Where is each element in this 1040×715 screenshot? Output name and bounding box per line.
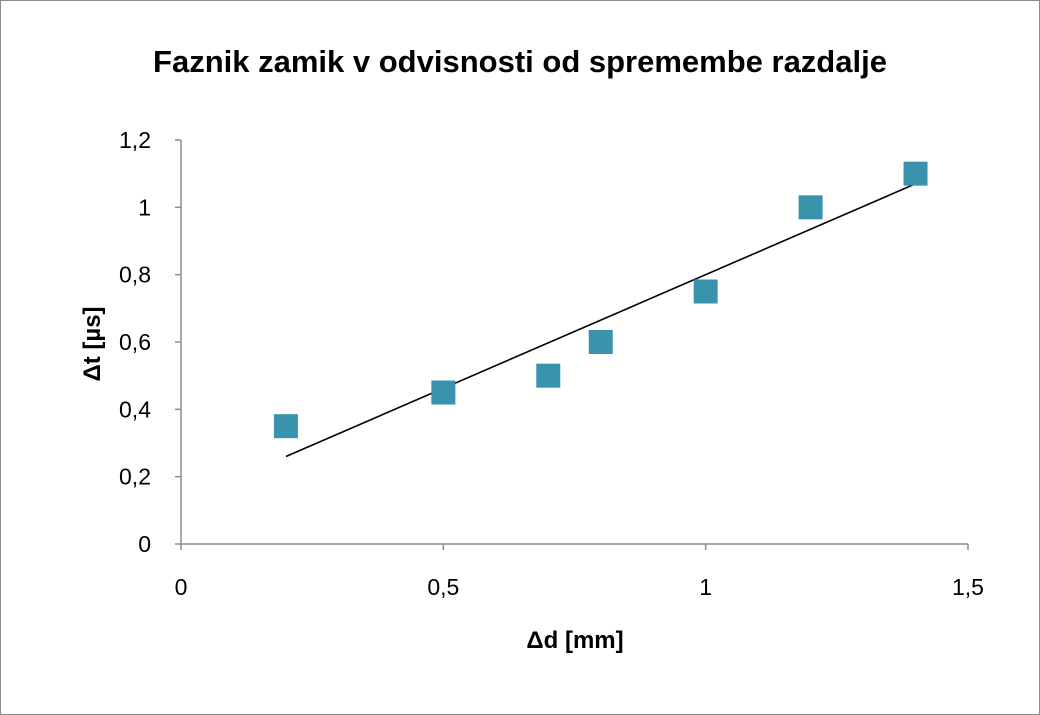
trendline — [285, 183, 916, 458]
data-point — [536, 363, 561, 388]
data-point — [693, 279, 718, 304]
x-tick-label: 0 — [175, 574, 188, 600]
linear-trendline — [285, 183, 916, 458]
data-point — [903, 161, 928, 186]
y-axis-label: Δt [µs] — [79, 306, 106, 381]
x-axis-label: Δd [mm] — [526, 627, 623, 654]
y-tick-label: 0,4 — [119, 396, 151, 422]
x-axis: 0 0,5 1 1,5 — [175, 543, 984, 600]
data-point — [798, 195, 823, 220]
x-tick-label: 1,5 — [952, 574, 984, 600]
y-tick-label: 0,8 — [119, 262, 151, 288]
y-axis: 0 0,2 0,4 0,6 0,8 1 1,2 — [119, 127, 182, 557]
y-tick-label: 1 — [138, 194, 151, 220]
data-points — [273, 161, 928, 439]
data-point — [431, 380, 456, 405]
x-tick-label: 1 — [699, 574, 712, 600]
y-tick-label: 0 — [138, 531, 151, 557]
x-tick-label: 0,5 — [427, 574, 459, 600]
y-tick-label: 1,2 — [119, 127, 151, 153]
y-tick-label: 0,6 — [119, 329, 151, 355]
data-point — [588, 330, 613, 354]
y-tick-label: 0,2 — [119, 464, 151, 490]
chart-title: Faznik zamik v odvisnosti od spremembe r… — [153, 44, 887, 79]
data-point — [273, 414, 298, 439]
